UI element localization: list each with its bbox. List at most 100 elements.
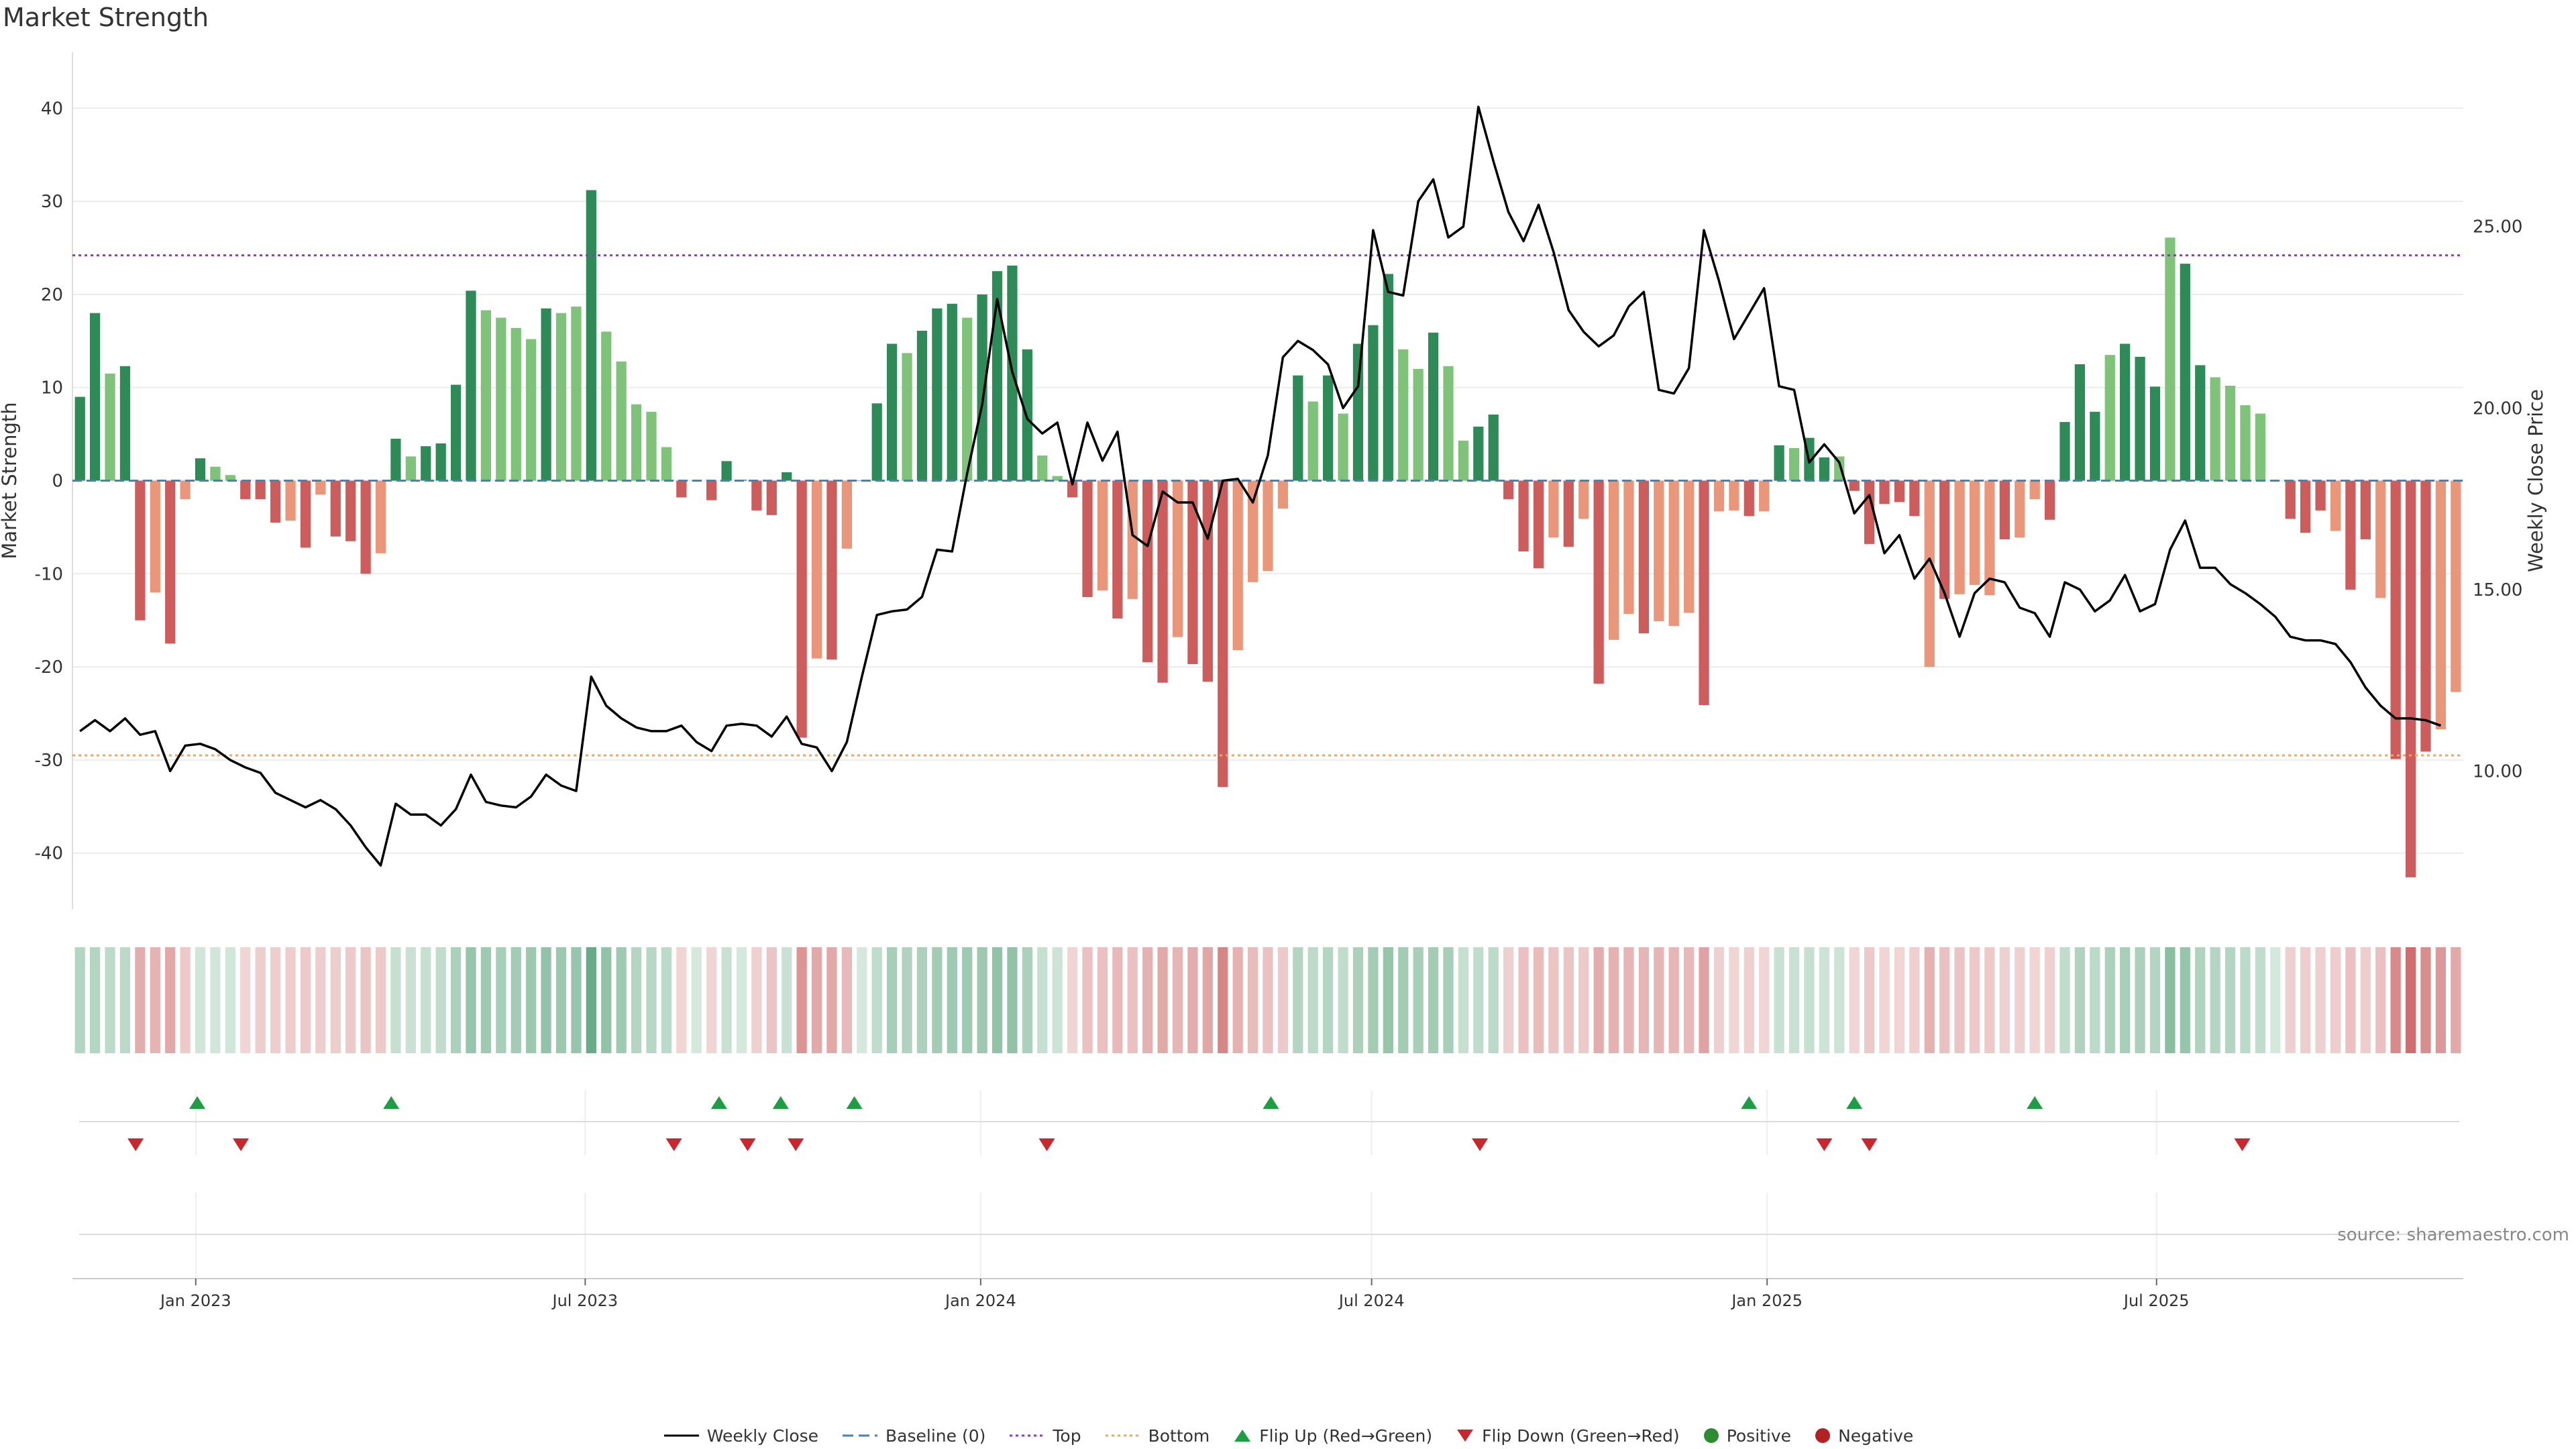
heat-cell [1608, 947, 1619, 1053]
heat-cell [1157, 947, 1168, 1053]
flip-down-marker [2234, 1138, 2251, 1151]
heat-cell [1383, 947, 1393, 1053]
heat-cell [195, 947, 206, 1053]
y-tick-label: -30 [35, 751, 63, 771]
strength-bar [105, 373, 115, 481]
legend-label-flip-up: Flip Up (Red→Green) [1259, 1426, 1433, 1446]
strength-bar [916, 331, 928, 481]
heat-cell [962, 947, 973, 1053]
flip-down-marker [665, 1138, 682, 1151]
heat-cell [826, 947, 837, 1053]
y2-tick-label: 15.00 [2473, 580, 2522, 600]
flip-down-marker [1038, 1138, 1055, 1151]
y-tick-label: -40 [35, 844, 63, 864]
strength-bar [1052, 476, 1063, 481]
strength-bar [1428, 332, 1439, 481]
strength-bar [661, 447, 672, 481]
heat-cell [345, 947, 356, 1053]
heat-cell [300, 947, 311, 1053]
strength-bar [195, 458, 206, 481]
strength-bar [586, 190, 596, 481]
heat-cell [601, 947, 612, 1053]
strength-bar [1759, 480, 1770, 512]
heat-cell [1563, 947, 1574, 1053]
legend-bottom: Bottom [1104, 1426, 1210, 1446]
x-tick-label: Jan 2024 [944, 1291, 1016, 1310]
strength-bar [1293, 375, 1303, 481]
heat-cell [2180, 947, 2190, 1053]
heat-cell [1263, 947, 1273, 1053]
heat-cell [947, 947, 957, 1053]
strength-bar [1218, 480, 1228, 788]
strength-bar [1082, 480, 1093, 598]
legend-top: Top [1008, 1426, 1081, 1446]
strength-bar [1668, 480, 1679, 627]
strength-bar [947, 303, 957, 481]
chart-title: Market Strength [3, 3, 209, 32]
strength-bar [1563, 480, 1574, 547]
x-tick-label: Jan 2025 [1730, 1291, 1803, 1310]
heat-cell [1293, 947, 1303, 1053]
legend-baseline: Baseline (0) [841, 1426, 985, 1446]
heat-cell [721, 947, 732, 1053]
flip-down-marker [127, 1138, 144, 1151]
strength-bar [841, 480, 852, 549]
strength-bar [2104, 355, 2115, 481]
strength-bar [345, 480, 356, 541]
top-line-icon [1010, 1434, 1045, 1437]
heat-cell [1052, 947, 1063, 1053]
y-tick-label: 10 [41, 378, 63, 398]
heat-cell [706, 947, 717, 1053]
strength-bar [2451, 480, 2461, 692]
negative-dot-icon [1815, 1428, 1831, 1443]
strength-bar [2044, 480, 2055, 520]
heat-cell [1022, 947, 1032, 1053]
heat-cell [631, 947, 642, 1053]
strength-bar [1879, 480, 1890, 504]
strength-bar [1413, 368, 1424, 481]
strength-bar [1909, 480, 1920, 517]
strength-bar [330, 480, 341, 537]
heat-cell [1729, 947, 1739, 1053]
strength-bar [315, 480, 326, 495]
strength-bar [1338, 413, 1348, 481]
flip-up-marker [2027, 1096, 2043, 1109]
strength-bar [1277, 480, 1289, 509]
heat-cell [887, 947, 898, 1053]
strength-bar [1458, 440, 1469, 481]
strength-bar [541, 308, 551, 481]
heat-cell [1593, 947, 1604, 1053]
heat-cell [1743, 947, 1754, 1053]
strength-bar [1774, 445, 1784, 481]
strength-bar [962, 317, 973, 481]
strength-bar [450, 384, 462, 481]
heat-cell [480, 947, 492, 1053]
heat-cell [1398, 947, 1409, 1053]
heat-cell [1172, 947, 1183, 1053]
heat-cell [210, 947, 221, 1053]
heat-cell [1879, 947, 1890, 1053]
heat-cell [255, 947, 266, 1053]
strength-bar [2149, 386, 2161, 481]
strength-bar [1969, 480, 1980, 585]
heat-cell [2090, 947, 2100, 1053]
strength-bar [2390, 480, 2401, 759]
heat-cell [375, 947, 386, 1053]
positive-dot-icon [1703, 1428, 1719, 1443]
y-tick-label: -20 [35, 657, 63, 678]
flip-up-marker [1846, 1096, 1863, 1109]
heat-cell [1954, 947, 1965, 1053]
strength-bar [1713, 480, 1725, 512]
strength-bar [165, 480, 176, 644]
flip-up-marker [189, 1096, 206, 1109]
heat-cell [676, 947, 687, 1053]
heat-cell [2270, 947, 2281, 1053]
heat-cell [916, 947, 928, 1053]
heat-cell [782, 947, 792, 1053]
strength-bar [1473, 426, 1484, 481]
heat-cell [1713, 947, 1725, 1053]
strength-bar [2165, 237, 2176, 481]
heat-cell [571, 947, 582, 1053]
